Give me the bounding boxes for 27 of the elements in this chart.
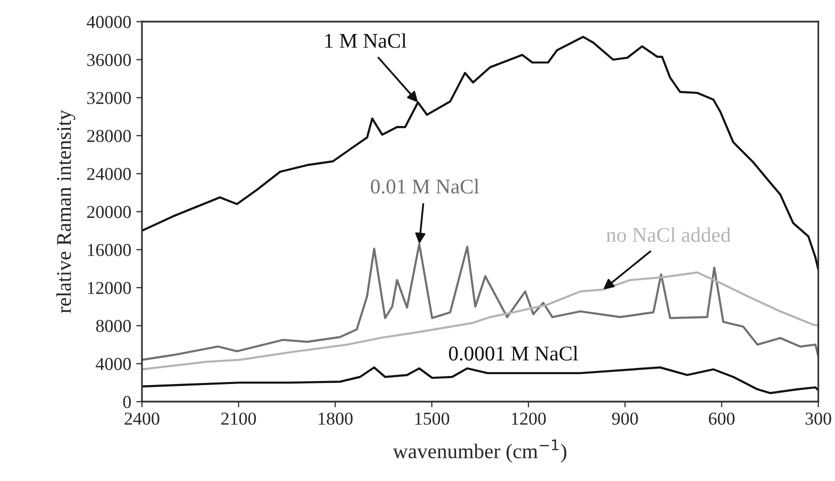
x-tick-label: 300	[806, 412, 832, 425]
y-tick-label: 4000	[96, 358, 131, 370]
x-tick-label: 900	[612, 412, 638, 425]
x-tick-label: 1200	[512, 412, 546, 425]
y-tick-label: 24000	[87, 168, 131, 180]
series-label: 0.0001 M NaCl	[448, 346, 578, 361]
x-axis-title: wavenumber (cm$^{−1}$)	[392, 440, 566, 463]
y-tick-label: 28000	[87, 130, 131, 142]
line-series	[142, 271, 818, 370]
x-tick-label: 1500	[415, 412, 450, 425]
y-tick-label: 36000	[87, 54, 131, 66]
y-tick-label: 0	[123, 396, 131, 408]
x-tick-label: 2100	[221, 412, 256, 425]
series-label: no NaCl added	[606, 227, 731, 242]
line-series	[142, 366, 818, 394]
text: 0.01 M NaCl	[370, 178, 480, 194]
text: 1 M NaCl	[325, 33, 406, 48]
x-tick-label: 1800	[318, 412, 353, 425]
y-tick-label: 8000	[96, 320, 131, 332]
y-tick-label: 40000	[86, 16, 131, 28]
y-tick-label: 16000	[88, 244, 131, 256]
y-axis-title: relative Raman intensity	[56, 110, 76, 314]
x-tick-label: 2400	[124, 412, 160, 425]
x-tick-label: 600	[708, 412, 735, 425]
y-tick-label: 20000	[87, 206, 131, 218]
y-tick-label: 12000	[88, 282, 131, 294]
y-tick-label: 32000	[87, 92, 131, 104]
